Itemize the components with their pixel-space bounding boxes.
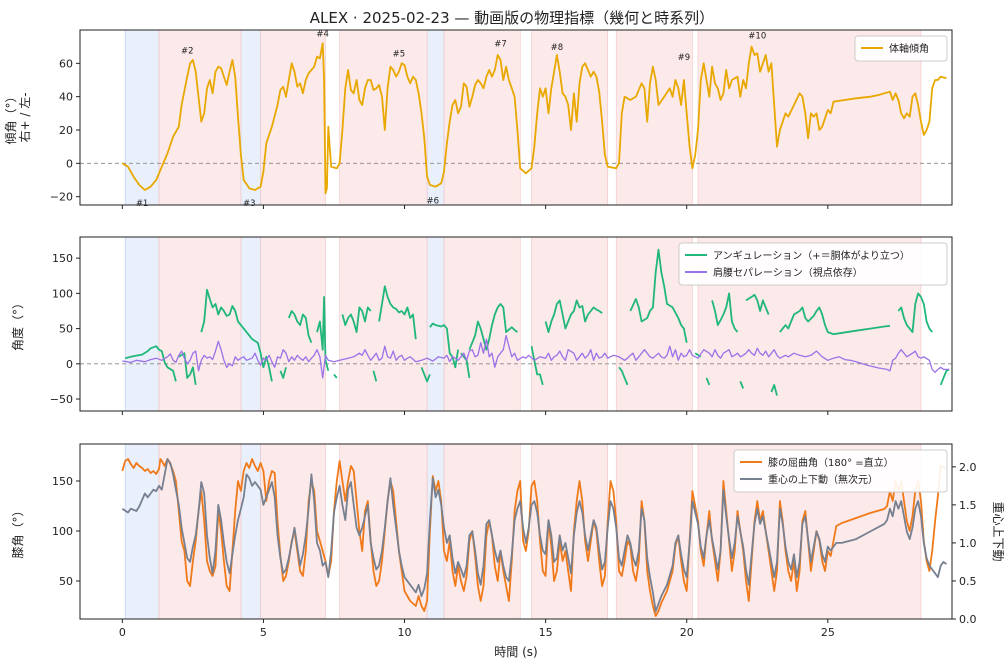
- x-tick-label: 15: [539, 626, 553, 639]
- y-right-tick-label: 2.0: [959, 461, 977, 474]
- y-tick-label: 150: [52, 475, 73, 488]
- legend: 体軸傾角: [854, 35, 948, 62]
- phase-band-red: [260, 236, 326, 412]
- phase-band-red: [615, 443, 693, 620]
- phase-band-red: [443, 29, 521, 206]
- phase-band-red: [531, 443, 609, 620]
- y-axis-label: 傾角（°）: [4, 90, 18, 144]
- legend-label: 体軸傾角: [889, 42, 929, 55]
- legend-label: 肩腰セパレーション（視点依存）: [713, 266, 863, 279]
- legend-label: 重心の上下動（無次元）: [768, 473, 878, 486]
- y-tick-label: −20: [50, 191, 73, 204]
- y-tick-label: 40: [59, 91, 73, 104]
- y-tick-label: 0: [66, 157, 73, 170]
- event-marker-label: #5: [393, 50, 406, 60]
- y-tick-label: 150: [52, 252, 73, 265]
- event-marker-label: #10: [748, 31, 766, 41]
- panel-3: 50 100 150 0.0 0.5 1.0 1.5 2.0 重心上下動 0 5 10 15 20 25 膝角…: [11, 443, 1004, 639]
- x-tick-label: 10: [398, 626, 412, 639]
- x-tick-label: 5: [260, 626, 267, 639]
- x-tick-label: 20: [680, 626, 694, 639]
- y-tick-label: −50: [50, 393, 73, 406]
- y-right-tick-label: 0.5: [959, 575, 977, 588]
- event-marker-label: #1: [136, 199, 149, 209]
- legend-label: アンギュレーション（+＝胴体がより立つ）: [713, 249, 910, 262]
- x-axis-label: 時間 (s): [494, 645, 537, 659]
- event-marker-label: #8: [551, 43, 564, 53]
- event-marker-label: #7: [494, 40, 507, 50]
- y-right-tick-label: 1.5: [959, 499, 977, 512]
- event-marker-label: #9: [678, 53, 691, 63]
- y-right-tick-label: 0.0: [959, 613, 977, 626]
- y-tick-label: 50: [59, 323, 73, 336]
- x-tick-label: 25: [821, 626, 835, 639]
- phase-band-blue: [426, 236, 445, 412]
- y-tick-label: 100: [52, 525, 73, 538]
- legend: アンギュレーション（+＝胴体がより立つ） 肩腰セパレーション（視点依存）: [678, 242, 948, 286]
- y-tick-label: 100: [52, 287, 73, 300]
- legend-label: 膝の屈曲角（180° =直立）: [768, 456, 894, 469]
- phase-band-red: [531, 236, 609, 412]
- y-axis-label: 角度（°）: [10, 297, 25, 351]
- y-axis-label: 右+ / 左-: [17, 92, 32, 142]
- event-marker-label: #3: [243, 199, 256, 209]
- axes-frame: [79, 236, 953, 412]
- event-marker-label: #4: [316, 30, 329, 40]
- y-tick-label: 60: [59, 57, 73, 70]
- event-marker-label: #6: [426, 196, 439, 206]
- series-line-2: [121, 458, 947, 613]
- y-tick-label: 0: [66, 358, 73, 371]
- y-tick-label: 20: [59, 124, 73, 137]
- phase-band-blue: [124, 29, 160, 206]
- y-axis-label: 膝角（°）: [11, 504, 25, 558]
- y-right-axis-label: 重心上下動: [991, 501, 1004, 561]
- phase-band-blue: [124, 443, 160, 620]
- phase-band-red: [443, 236, 521, 412]
- phase-band-red: [158, 236, 242, 412]
- axes-frame: [79, 29, 953, 206]
- panel-2: −50 0 50 100 150 角度（°） アンギュレーション（+＝胴体がより立つ） 肩腰セ…: [10, 236, 953, 415]
- phase-band-blue: [240, 236, 261, 412]
- x-tick-label: 0: [119, 626, 126, 639]
- panel-1: #1 #2 #3 #4 #5 #6 #7 #8 #9 #10 −20 0 20 40 60 傾角（°） 右+ /…: [4, 29, 953, 209]
- y-tick-label: 50: [59, 575, 73, 588]
- legend: 膝の屈曲角（180° =直立） 重心の上下動（無次元）: [733, 449, 948, 493]
- series-line-2: [122, 334, 950, 379]
- y-right-tick-label: 1.0: [959, 537, 977, 550]
- legend-box: [854, 35, 948, 62]
- event-marker-label: #2: [181, 46, 194, 56]
- series-line-1: [121, 42, 947, 195]
- phase-band-red: [260, 29, 326, 206]
- legend-box: [733, 449, 948, 493]
- phase-band-blue: [124, 236, 160, 412]
- legend-box: [678, 242, 948, 286]
- chart-title: ALEX · 2025-02-23 — 動画版の物理指標（幾何と時系列）: [310, 9, 714, 27]
